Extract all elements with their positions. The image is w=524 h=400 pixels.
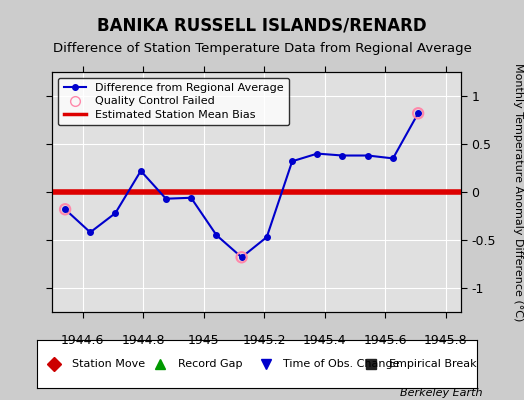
Text: 1945.6: 1945.6 (364, 334, 407, 347)
Text: 1945.2: 1945.2 (243, 334, 286, 347)
Text: 1945: 1945 (188, 334, 220, 347)
Point (237, 254, 246, 260)
Point (414, 110, 422, 116)
Text: 1944.6: 1944.6 (61, 334, 104, 347)
Text: 1945.4: 1945.4 (303, 334, 347, 347)
Text: Empirical Break: Empirical Break (389, 359, 476, 369)
Legend: Difference from Regional Average, Quality Control Failed, Estimated Station Mean: Difference from Regional Average, Qualit… (58, 78, 289, 125)
Text: 1945.8: 1945.8 (424, 334, 468, 347)
Y-axis label: Monthly Temperature Anomaly Difference (°C): Monthly Temperature Anomaly Difference (… (512, 63, 523, 321)
Text: Station Move: Station Move (72, 359, 145, 369)
Point (61, 206, 69, 212)
Text: Time of Obs. Change: Time of Obs. Change (283, 359, 400, 369)
Text: BANIKA RUSSELL ISLANDS/RENARD: BANIKA RUSSELL ISLANDS/RENARD (97, 16, 427, 34)
Text: Difference of Station Temperature Data from Regional Average: Difference of Station Temperature Data f… (52, 42, 472, 55)
Text: Record Gap: Record Gap (178, 359, 242, 369)
Text: 1944.8: 1944.8 (122, 334, 165, 347)
Text: Berkeley Earth: Berkeley Earth (400, 388, 482, 398)
